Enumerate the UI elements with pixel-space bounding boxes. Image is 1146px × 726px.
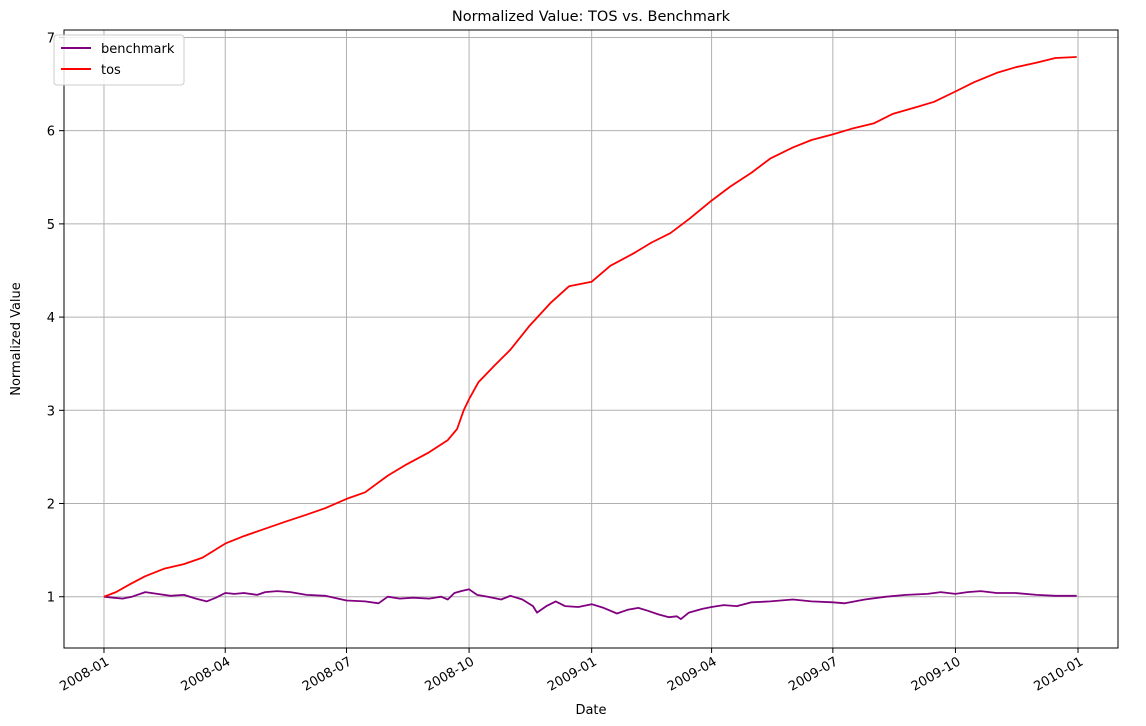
plot-frame: [63, 29, 1119, 649]
y-tick-label: 6: [47, 125, 55, 140]
y-tick-label: 1: [47, 591, 55, 606]
legend-label-benchmark: benchmark: [101, 42, 175, 57]
y-tick-label: 7: [47, 31, 55, 46]
series-line-tos: [103, 56, 1077, 598]
grid: [64, 30, 1118, 648]
y-tick-label: 3: [47, 404, 55, 419]
chart-title: Normalized Value: TOS vs. Benchmark: [452, 9, 731, 25]
y-tick-label: 2: [47, 498, 55, 513]
series-layer: [103, 56, 1077, 620]
y-tick-label: 5: [47, 218, 55, 233]
series-line-benchmark: [103, 588, 1077, 620]
y-axis-label: Normalized Value: [9, 282, 24, 396]
y-tick-label: 4: [47, 311, 55, 326]
legend-label-tos: tos: [101, 63, 121, 78]
y-axis: 1 2 3 4 5 6 7: [47, 31, 64, 606]
legend: benchmark tos: [53, 34, 185, 86]
x-axis-label: Date: [575, 703, 606, 718]
